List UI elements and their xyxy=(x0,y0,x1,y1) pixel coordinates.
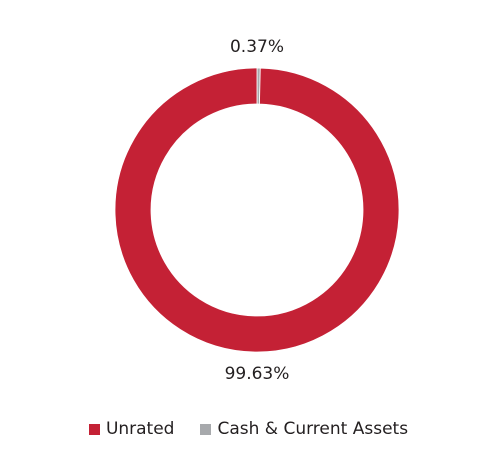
legend-label-unrated: Unrated xyxy=(105,419,175,439)
data-labels-layer: 0.37% 99.63% xyxy=(225,37,290,384)
legend-swatch-cash xyxy=(200,423,212,435)
data-label-cash-current-assets: 0.37% xyxy=(230,37,284,57)
slices-layer xyxy=(114,67,400,353)
legend-label-cash: Cash & Current Assets xyxy=(217,419,409,439)
legend-item-cash: Cash & Current Assets xyxy=(200,419,408,439)
slice-unrated xyxy=(114,67,400,353)
legend-swatch-unrated xyxy=(88,423,100,435)
legend-item-unrated: Unrated xyxy=(88,419,175,439)
legend: Unrated Cash & Current Assets xyxy=(0,416,497,442)
data-label-unrated: 99.63% xyxy=(225,364,290,384)
